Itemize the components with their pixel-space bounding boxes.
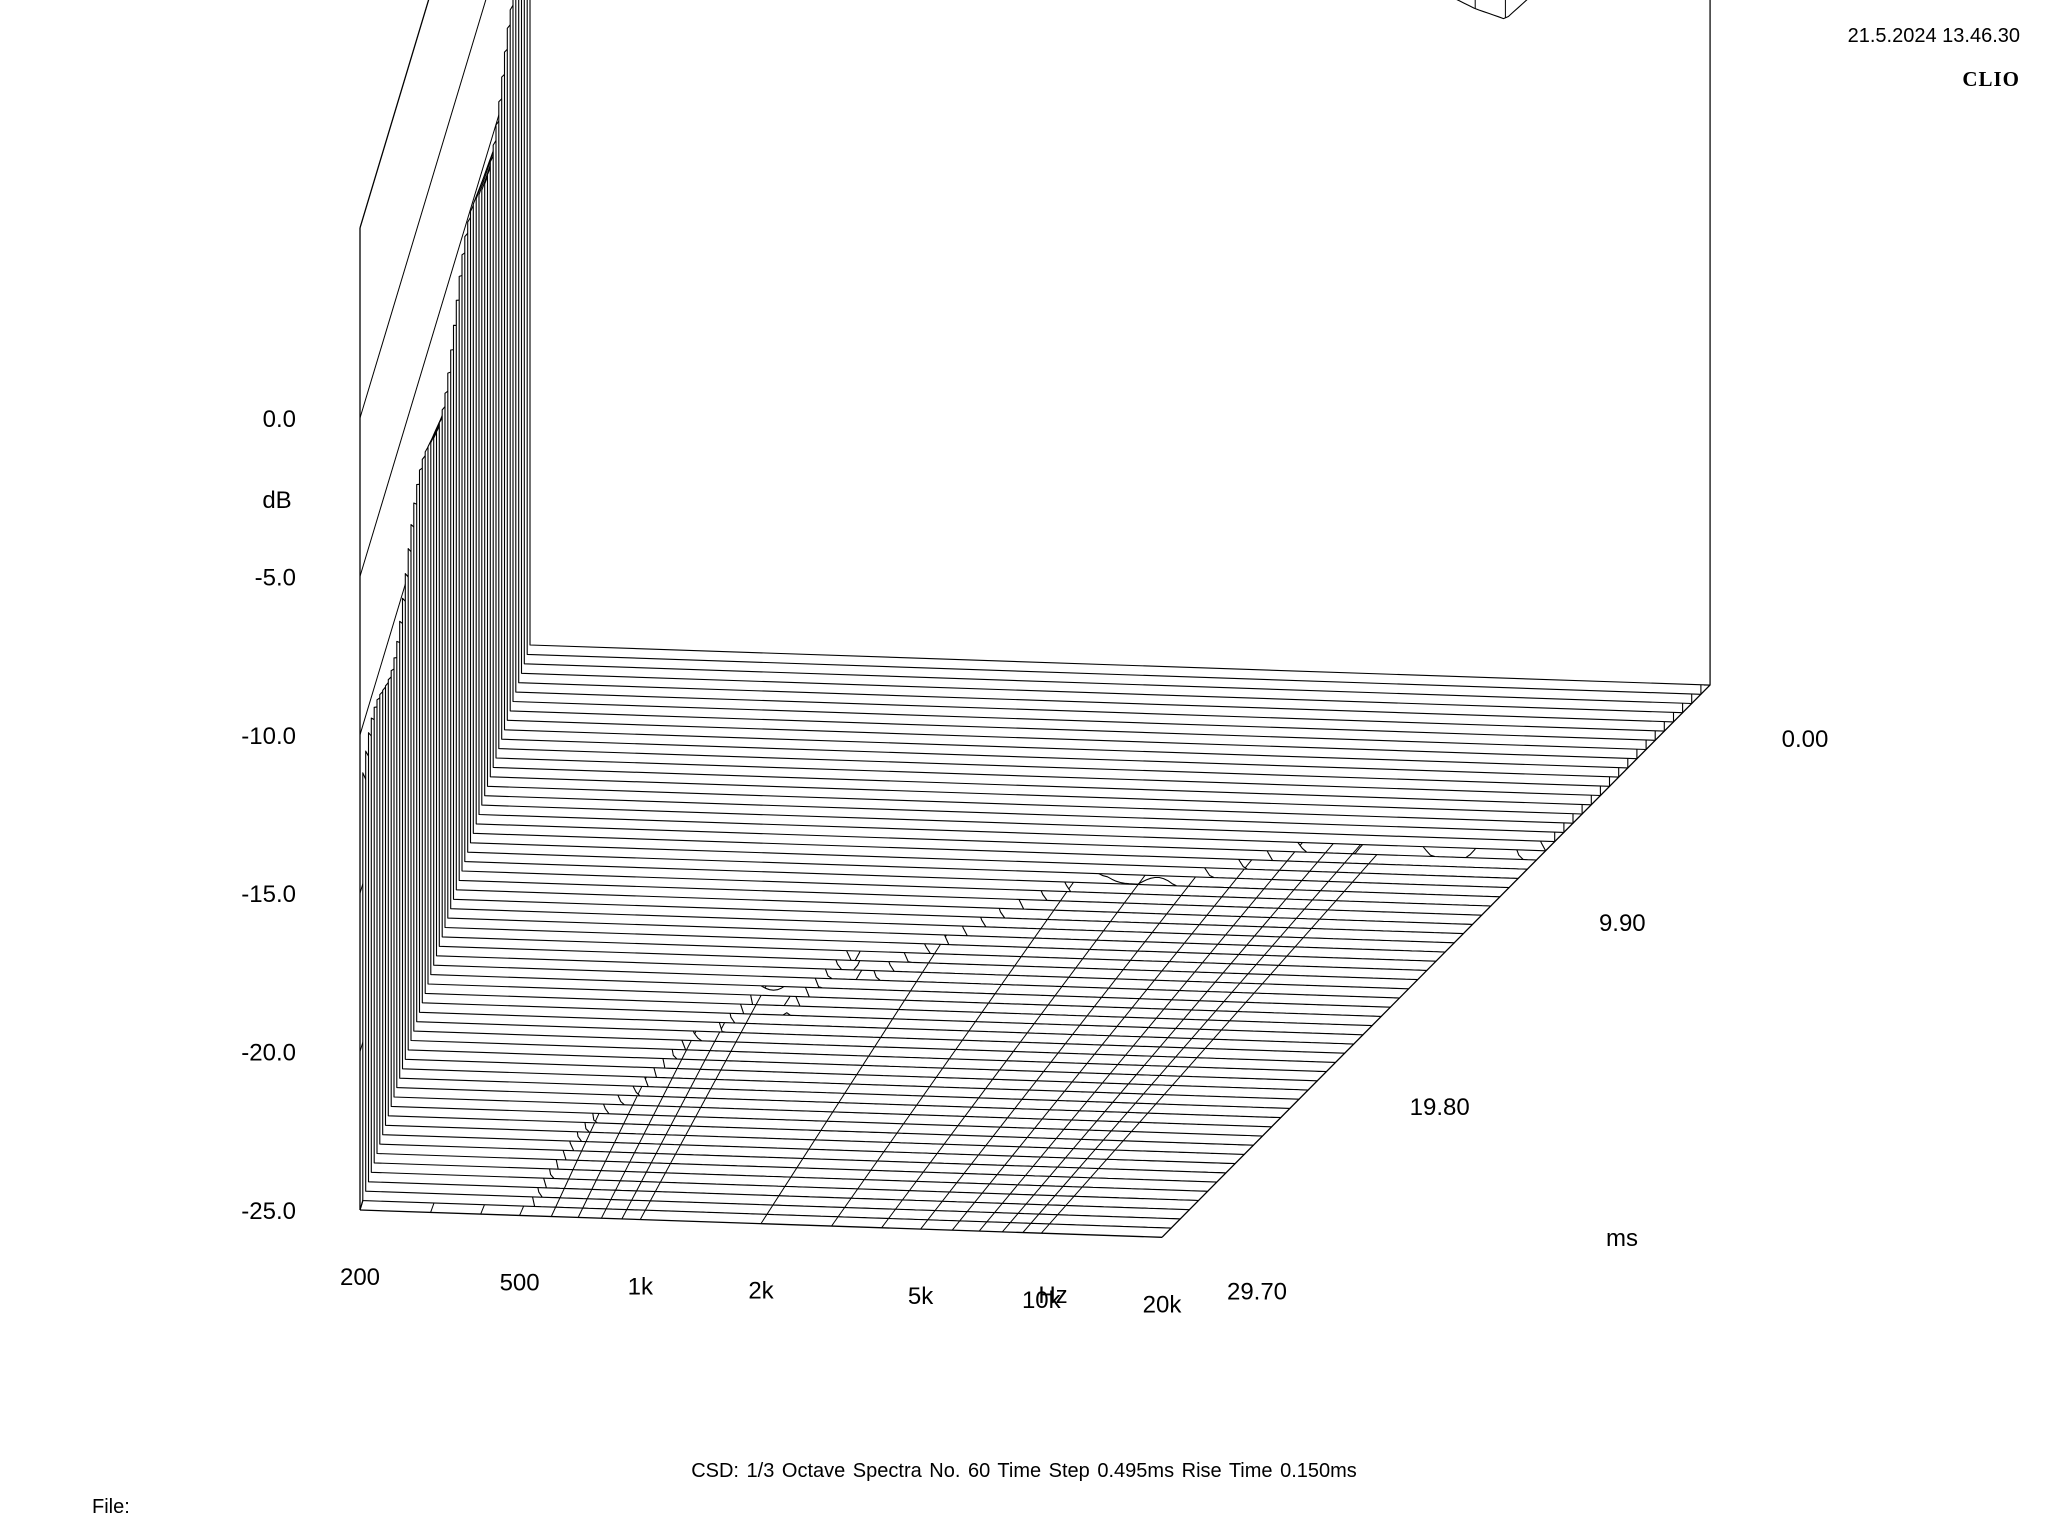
spectrum-slice-0 bbox=[529, 0, 1711, 686]
x-tick-label: 10k bbox=[1022, 1287, 1062, 1314]
y-tick-label: -5.0 bbox=[255, 564, 296, 591]
file-label: File: bbox=[92, 1496, 130, 1518]
x-axis-label: Hz bbox=[1038, 1282, 1067, 1309]
brand-logo-text: CLIO bbox=[1962, 67, 2020, 91]
timestamp: 21.5.2024 13.46.30 bbox=[1847, 25, 2020, 47]
z-tick-label: 0.00 bbox=[1782, 726, 1829, 753]
y-tick-label: -10.0 bbox=[241, 723, 296, 750]
x-tick-label: 500 bbox=[500, 1269, 540, 1296]
z-tick-label: 29.70 bbox=[1227, 1278, 1287, 1305]
y-tick-label: -15.0 bbox=[241, 881, 296, 908]
grid-line-side bbox=[359, 0, 487, 419]
x-tick-label: 5k bbox=[908, 1283, 934, 1310]
x-tick-label: 2k bbox=[748, 1278, 774, 1305]
y-tick-label: -20.0 bbox=[241, 1040, 296, 1067]
frame-left-top bbox=[359, 0, 430, 229]
frame-floor-front bbox=[359, 1209, 1163, 1238]
x-tick-label: 1k bbox=[628, 1274, 654, 1301]
y-tick-label: 0.0 bbox=[263, 406, 296, 433]
spectra-group bbox=[362, 0, 1711, 1229]
axis-labels: dB Hz ms 0.0 -5.0 -10.0 -15.0 -20.0 -25.0 200 5… bbox=[241, 406, 1828, 1318]
z-axis-label: ms bbox=[1606, 1225, 1638, 1252]
measurement-settings: CSD: 1/3 Octave Spectra No. 60 Time Step… bbox=[691, 1460, 1357, 1482]
z-tick-label: 19.80 bbox=[1410, 1094, 1470, 1121]
y-tick-label: -25.0 bbox=[241, 1198, 296, 1225]
z-tick-label: 9.90 bbox=[1599, 910, 1646, 937]
x-tick-label: 20k bbox=[1143, 1291, 1183, 1318]
y-axis-label: dB bbox=[262, 487, 291, 514]
x-tick-label: 200 bbox=[340, 1264, 380, 1291]
